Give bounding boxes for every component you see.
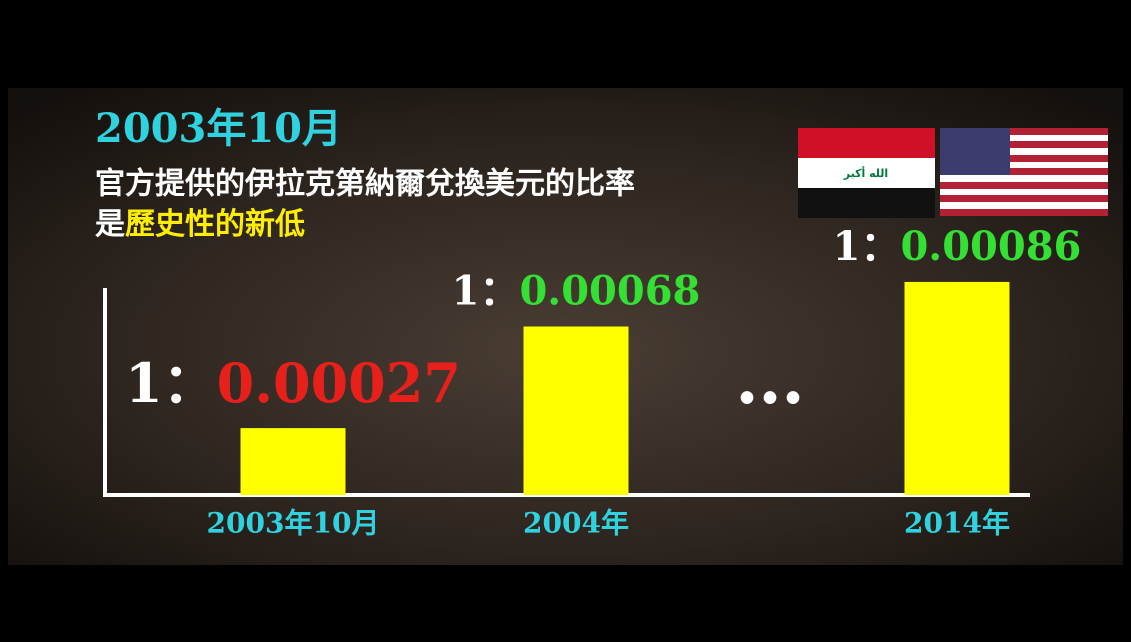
ratio-prefix: 1： (452, 268, 520, 315)
flag-text: الله أكبر (843, 166, 888, 180)
ratio-prefix: 1： (833, 223, 901, 270)
value-label: 1：0.00027 (125, 351, 461, 415)
bar (523, 326, 629, 495)
bar (240, 428, 346, 495)
subtitle-highlight: 歷史性的新低 (125, 207, 305, 242)
ellipsis: ••• (735, 378, 804, 420)
value-label: 1：0.00068 (452, 268, 701, 315)
value-text: 0.00027 (217, 351, 461, 415)
x-tick-label: 2004年 (523, 507, 629, 540)
subtitle: 官方提供的伊拉克第納爾兌換美元的比率 (95, 167, 635, 202)
x-tick-label: 2014年 (904, 507, 1010, 540)
bar (904, 281, 1010, 495)
value-text: 0.00086 (900, 223, 1081, 270)
subtitle-prefix: 是 (95, 207, 125, 242)
us-flag (940, 128, 1108, 216)
value-text: 0.00068 (519, 268, 700, 315)
x-tick-label: 2003年10月 (207, 507, 380, 540)
subtitle: 是歷史性的新低 (95, 207, 305, 242)
chart-title: 2003年10月 (95, 105, 342, 152)
ratio-prefix: 1： (125, 351, 217, 415)
iraq-flag: الله أكبر (798, 128, 935, 218)
value-label: 1：0.00086 (833, 223, 1082, 270)
